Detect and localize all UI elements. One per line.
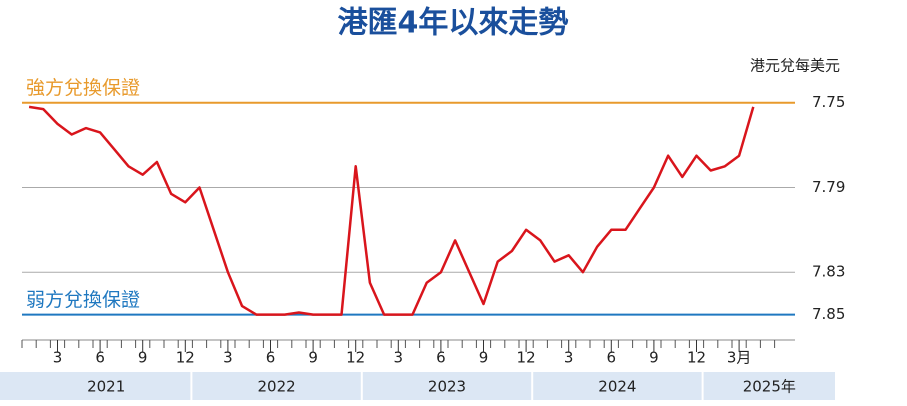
unit-label: 港元兌每美元	[750, 57, 840, 75]
x-tick-label: 6	[95, 349, 105, 367]
guarantee-label: 強方兌換保證	[26, 77, 140, 99]
year-band	[0, 372, 191, 400]
year-label: 2021	[87, 378, 125, 396]
x-tick-label: 12	[346, 349, 365, 367]
year-label: 2024	[598, 378, 636, 396]
y-tick-label: 7.75	[812, 93, 845, 111]
x-tick-label: 9	[649, 349, 659, 367]
year-band	[192, 372, 361, 400]
y-tick-label: 7.83	[812, 263, 845, 281]
y-tick-label: 7.85	[812, 305, 845, 323]
year-label: 2023	[428, 378, 466, 396]
year-band	[362, 372, 532, 400]
year-band	[533, 372, 702, 400]
x-tick-label: 6	[266, 349, 276, 367]
rate-line	[28, 105, 755, 316]
x-tick-label: 9	[138, 349, 148, 367]
guarantee-label: 弱方兌換保證	[26, 289, 140, 311]
y-tick-label: 7.79	[812, 178, 845, 196]
x-tick-label: 9	[479, 349, 489, 367]
year-label: 2025年	[743, 378, 796, 396]
year-label: 2022	[258, 378, 296, 396]
x-tick-label: 12	[517, 349, 536, 367]
x-tick-label: 6	[436, 349, 446, 367]
x-tick-label: 3	[53, 349, 63, 367]
x-tick-label: 3	[223, 349, 233, 367]
chart-title: 港匯4年以來走勢	[338, 6, 569, 41]
x-tick-label: 3	[564, 349, 574, 367]
x-tick-label: 3	[394, 349, 404, 367]
x-tick-label: 9	[308, 349, 318, 367]
x-tick-label: 3月	[727, 349, 752, 367]
x-tick-label: 12	[687, 349, 706, 367]
x-tick-label: 12	[176, 349, 195, 367]
x-tick-label: 6	[607, 349, 617, 367]
year-band	[703, 372, 835, 400]
